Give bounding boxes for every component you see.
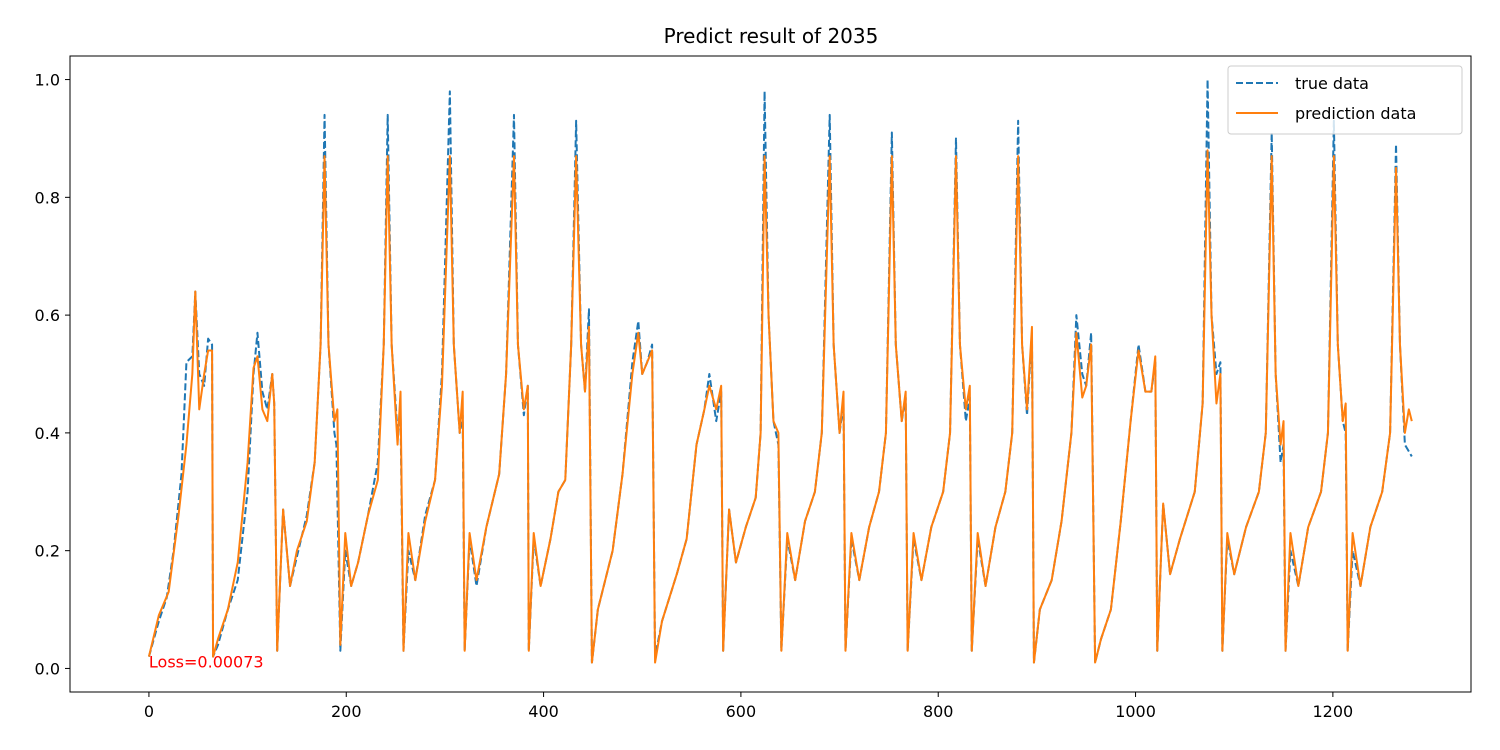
y-tick-label: 1.0	[35, 71, 60, 90]
x-tick-label: 600	[726, 702, 757, 721]
y-tick-label: 0.4	[35, 424, 60, 443]
plot-area	[147, 78, 1413, 664]
x-tick-label: 800	[923, 702, 954, 721]
loss-annotation: Loss=0.00073	[149, 652, 264, 671]
chart-title: Predict result of 2035	[664, 24, 879, 48]
legend-label-true-data: true data	[1295, 74, 1369, 93]
legend-box	[1227, 65, 1463, 135]
x-tick-label: 200	[331, 702, 362, 721]
series-line-prediction-data	[147, 149, 1413, 664]
x-tick-label: 0	[144, 702, 154, 721]
x-tick-label: 1000	[1115, 702, 1156, 721]
y-tick-label: 0.6	[35, 306, 60, 325]
y-axis: 0.0 0.2 0.4 0.6 0.8 1.0	[35, 71, 70, 678]
legend: true data prediction data	[1227, 65, 1463, 135]
x-tick-label: 400	[528, 702, 559, 721]
y-tick-label: 0.8	[35, 188, 60, 207]
legend-label-prediction-data: prediction data	[1295, 104, 1416, 123]
x-tick-label: 1200	[1313, 702, 1354, 721]
y-tick-label: 0.0	[35, 659, 60, 678]
x-axis: 0 200 400 600 800 1000 1200	[144, 692, 1353, 721]
y-tick-label: 0.2	[35, 542, 60, 561]
axes-frame	[69, 55, 1472, 693]
